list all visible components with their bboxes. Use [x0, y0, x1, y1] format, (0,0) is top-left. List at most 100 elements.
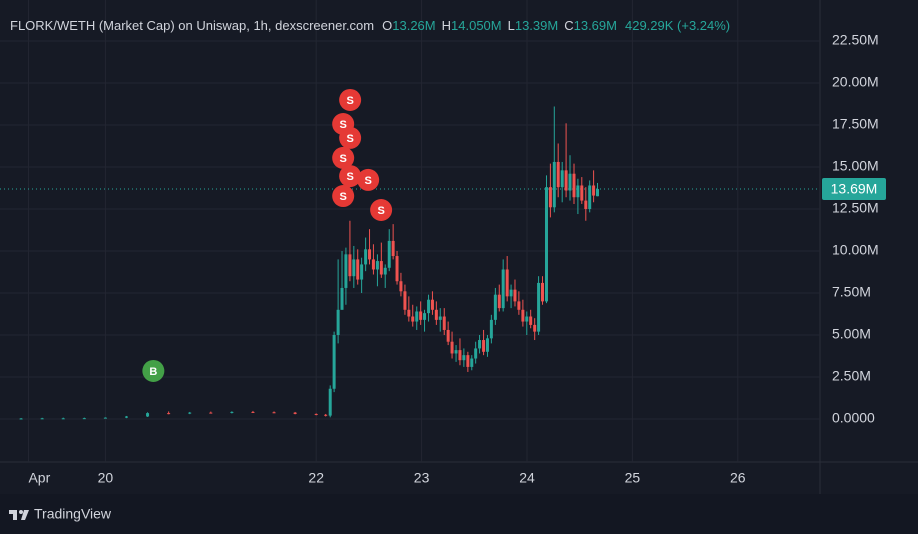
candle-body [576, 185, 580, 198]
logo-mark [9, 510, 17, 520]
candle-body [517, 301, 521, 310]
candle-body [446, 329, 450, 342]
legend-key: C [564, 18, 573, 33]
candle-body [407, 309, 411, 317]
candle-body [40, 418, 44, 420]
candle-body [533, 324, 537, 332]
candle-body [423, 313, 427, 320]
candle-body [251, 411, 255, 413]
candle-body [454, 350, 458, 354]
chart-title: FLORK/WETH (Market Cap) on Uniswap, 1h, … [10, 18, 374, 33]
logo-dot [19, 510, 23, 514]
candle-body [529, 316, 533, 325]
candle-body [596, 189, 600, 197]
candle-body [103, 417, 107, 419]
candle-body [328, 388, 332, 416]
footer-bar [0, 494, 918, 534]
last-price-badge [822, 178, 886, 200]
candle-body [497, 294, 501, 309]
candle-body [430, 299, 434, 310]
candle-body [478, 340, 482, 349]
last-price-label: 13.69M [831, 181, 878, 197]
logo-slash [21, 510, 29, 520]
candle-body [556, 161, 560, 188]
candle-body [209, 412, 213, 414]
candle-body [470, 358, 474, 367]
trade-marker-label: S [346, 95, 353, 107]
candle-body [124, 416, 128, 418]
candle-body [403, 291, 407, 310]
candle-body [592, 185, 596, 196]
candle-body [442, 316, 446, 330]
candle-body [344, 254, 348, 288]
candle-body [493, 294, 497, 320]
candle-body [167, 413, 171, 415]
x-tick-label: 24 [519, 470, 535, 486]
candle-body [332, 334, 336, 389]
legend-value: 14.050M [451, 18, 502, 33]
legend-change: 429.29K (+3.24%) [625, 18, 730, 33]
y-tick-label: 12.50M [832, 200, 879, 216]
candle-body [564, 170, 568, 191]
trade-marker [339, 126, 362, 149]
candle-body [360, 264, 364, 280]
candle-body [352, 259, 356, 277]
candle-body [348, 254, 352, 277]
candle-body [324, 414, 328, 416]
candle-body [379, 261, 383, 275]
candle-body [427, 299, 431, 314]
candle-body [466, 355, 470, 367]
candle-body [580, 185, 584, 201]
y-tick-label: 7.50M [832, 284, 871, 300]
candle-body [509, 289, 513, 297]
candle-body [82, 418, 86, 420]
candle-body [146, 413, 150, 417]
y-tick-label: 20.00M [832, 74, 879, 90]
candle-body [61, 418, 65, 420]
candle-body [230, 411, 234, 413]
chart-header: FLORK/WETH (Market Cap) on Uniswap, 1h, … [10, 18, 730, 33]
trade-marker-label: S [377, 205, 384, 217]
legend-value: 13.39M [515, 18, 558, 33]
candle-body [525, 316, 529, 322]
candle-body [391, 240, 395, 257]
y-tick-label: 0.0000 [832, 410, 875, 426]
trade-marker [357, 168, 380, 191]
x-tick-label: 26 [730, 470, 746, 486]
candle-body [552, 161, 556, 208]
legend-key: L [508, 18, 515, 33]
trade-marker [339, 165, 362, 188]
candle-body [387, 240, 391, 268]
candle-body [314, 413, 318, 415]
x-tick-label: 25 [625, 470, 641, 486]
trade-marker-label: B [149, 366, 157, 378]
candle-body [434, 309, 438, 320]
candle-body [272, 412, 276, 414]
candle-body [356, 259, 360, 280]
candle-body [340, 287, 344, 310]
candle-body [537, 282, 541, 332]
trade-marker-label: S [340, 191, 347, 203]
legend-value: 13.26M [392, 18, 435, 33]
candle-body [364, 249, 368, 265]
y-tick-label: 15.00M [832, 158, 879, 174]
candle-body [505, 269, 509, 297]
legend-key: H [442, 18, 451, 33]
candle-body [548, 187, 552, 208]
candle-body [383, 267, 387, 275]
candle-body [560, 170, 564, 188]
candle-body [474, 348, 478, 359]
candle-body [544, 187, 548, 302]
trade-marker [339, 88, 362, 111]
y-tick-label: 17.50M [832, 116, 879, 132]
trade-marker-label: S [364, 175, 371, 187]
trade-marker-label: S [340, 119, 347, 131]
candle-body [540, 282, 544, 302]
trade-marker [370, 199, 393, 221]
trade-marker-label: S [340, 153, 347, 165]
legend-key: O [382, 18, 392, 33]
candle-body [415, 311, 419, 322]
